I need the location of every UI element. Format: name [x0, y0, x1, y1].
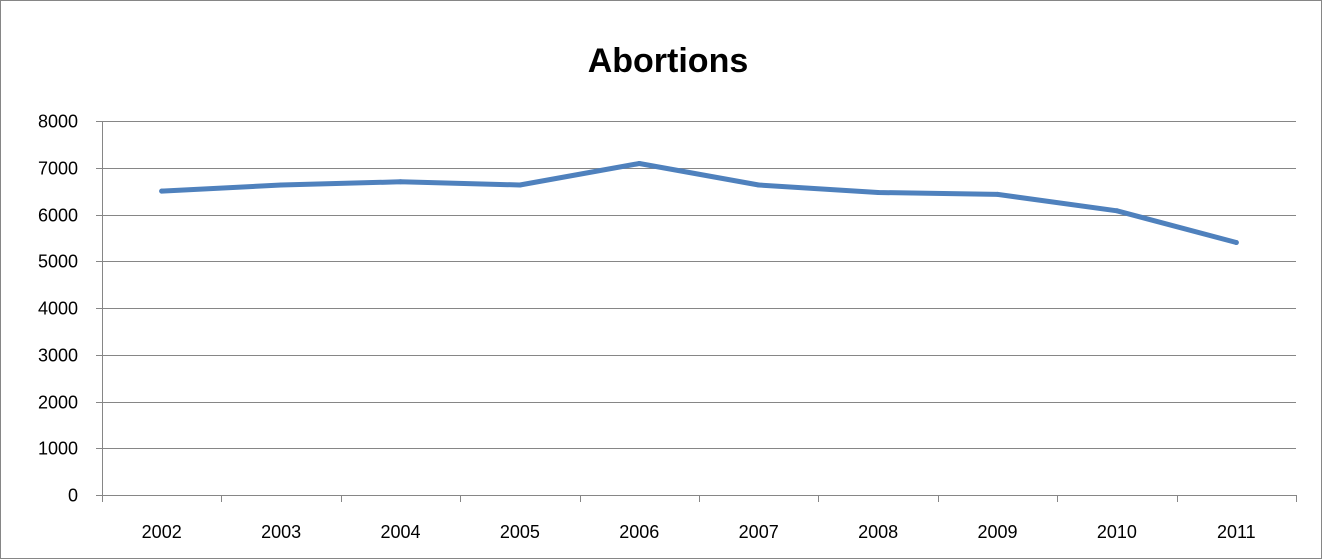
y-tick-label: 5000: [38, 252, 78, 272]
x-tick-label: 2004: [380, 522, 420, 542]
gridlines: [102, 121, 1296, 449]
data-point: [756, 182, 762, 188]
x-tick-label: 2005: [500, 522, 540, 542]
x-tick-labels: 2002 2003 2004 2005 2006 2007 2008 2009 2010 2011: [142, 522, 1256, 542]
chart-title: Abortions: [588, 42, 749, 80]
x-tick-label: 2008: [858, 522, 898, 542]
data-point: [875, 190, 881, 196]
data-point: [1114, 208, 1120, 214]
series-line: [159, 161, 1239, 245]
x-tick-label: 2009: [977, 522, 1017, 542]
x-tick-label: 2003: [261, 522, 301, 542]
x-tick-label: 2007: [739, 522, 779, 542]
y-tick-label: 3000: [38, 346, 78, 366]
y-tick-label: 1000: [38, 439, 78, 459]
x-tick-label: 2006: [619, 522, 659, 542]
data-point: [995, 191, 1000, 197]
y-tick-label: 2000: [38, 393, 78, 413]
y-tick-label: 0: [68, 486, 78, 506]
y-tick-label: 4000: [38, 299, 78, 319]
y-tick-label: 7000: [38, 159, 78, 179]
x-tick-label: 2011: [1217, 522, 1256, 542]
y-tick-labels: 0 1000 2000 3000 4000 5000 6000 7000 8000: [38, 112, 78, 506]
data-point: [517, 182, 523, 188]
y-tick-label: 6000: [38, 206, 78, 226]
axes: [96, 121, 1297, 502]
data-point: [278, 182, 284, 188]
x-tick-label: 2002: [142, 522, 182, 542]
data-point: [398, 179, 403, 185]
series-group: [159, 161, 1239, 246]
data-point: [159, 188, 165, 194]
x-tick-label: 2010: [1097, 522, 1137, 542]
y-tick-label: 8000: [38, 112, 78, 132]
data-point: [636, 161, 642, 167]
data-point: [1233, 240, 1239, 246]
